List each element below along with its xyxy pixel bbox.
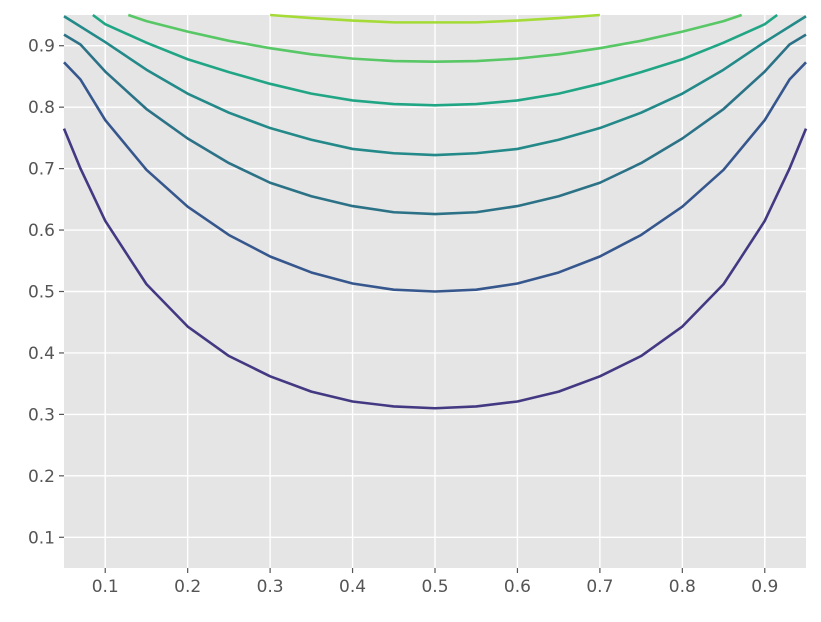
y-tick-label: 0.6 <box>28 221 55 241</box>
contour-line-1 <box>62 128 808 410</box>
y-tick-label: 0.3 <box>28 405 55 425</box>
axis-ticks: 0.1 0.2 0.3 0.4 0.5 0.6 0.7 0.8 0.9 0.1 0.2 0.3 0.4 0… <box>28 37 778 597</box>
y-tick-label: 0.2 <box>28 467 55 487</box>
y-tick-label: 0.5 <box>28 283 55 303</box>
contour-line-7 <box>270 13 600 24</box>
x-tick-label: 0.1 <box>92 577 119 597</box>
contour-line-3 <box>63 33 807 216</box>
y-tick-label: 0.1 <box>28 528 55 548</box>
x-tick-label: 0.9 <box>751 577 778 597</box>
contour-line-6 <box>127 13 743 64</box>
contour-line-5 <box>92 13 778 107</box>
y-tick-label: 0.9 <box>28 37 55 57</box>
y-tick-label: 0.7 <box>28 160 55 180</box>
contour-line-4 <box>63 15 807 157</box>
x-tick-label: 0.4 <box>339 577 366 597</box>
contour-lines <box>62 13 808 410</box>
x-tick-label: 0.8 <box>669 577 696 597</box>
y-tick-label: 0.4 <box>28 344 55 364</box>
x-tick-label: 0.7 <box>586 577 613 597</box>
y-tick-label: 0.8 <box>28 98 55 118</box>
x-tick-label: 0.5 <box>421 577 448 597</box>
x-tick-label: 0.6 <box>504 577 531 597</box>
x-tick-label: 0.3 <box>257 577 284 597</box>
x-tick-label: 0.2 <box>174 577 201 597</box>
contour-line-2 <box>63 61 807 293</box>
